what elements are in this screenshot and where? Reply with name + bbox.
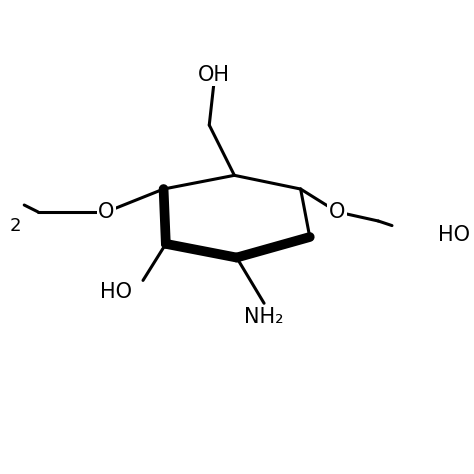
Text: 2: 2 [9, 217, 21, 235]
Text: NH₂: NH₂ [244, 307, 284, 327]
Text: O: O [329, 202, 346, 222]
Text: O: O [98, 202, 115, 222]
Text: HO: HO [100, 282, 132, 302]
Text: HO: HO [438, 225, 470, 245]
Text: OH: OH [198, 65, 230, 85]
